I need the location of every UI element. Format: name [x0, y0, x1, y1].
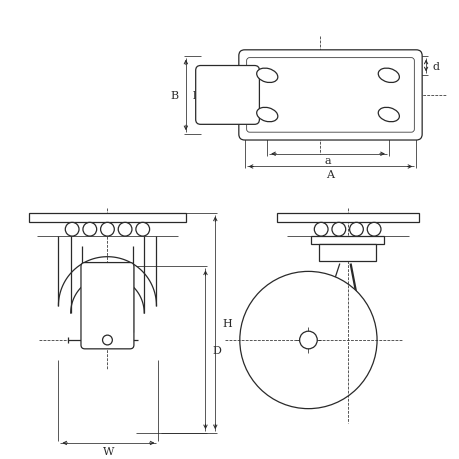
Circle shape [102, 336, 112, 345]
Text: d: d [432, 62, 439, 71]
FancyBboxPatch shape [319, 244, 375, 261]
Circle shape [366, 223, 380, 236]
Text: B: B [169, 91, 178, 101]
Circle shape [239, 272, 376, 409]
Ellipse shape [377, 108, 398, 123]
Circle shape [299, 331, 317, 349]
FancyBboxPatch shape [246, 59, 414, 133]
Bar [276, 213, 418, 223]
Circle shape [101, 223, 114, 236]
Circle shape [118, 223, 132, 236]
Ellipse shape [256, 69, 277, 84]
FancyBboxPatch shape [195, 67, 259, 125]
Ellipse shape [256, 108, 277, 123]
FancyBboxPatch shape [238, 50, 421, 141]
Circle shape [349, 223, 363, 236]
Text: A: A [326, 170, 334, 180]
Text: b: b [192, 91, 199, 101]
Circle shape [135, 223, 149, 236]
Circle shape [65, 223, 79, 236]
Text: D: D [212, 345, 221, 355]
Circle shape [83, 223, 96, 236]
Circle shape [331, 223, 345, 236]
Bar [29, 213, 185, 223]
FancyBboxPatch shape [81, 263, 134, 349]
Text: a: a [324, 155, 330, 165]
Text: W: W [102, 446, 114, 456]
Text: H: H [222, 318, 231, 328]
FancyBboxPatch shape [311, 236, 383, 244]
Circle shape [313, 223, 327, 236]
Ellipse shape [377, 69, 398, 84]
